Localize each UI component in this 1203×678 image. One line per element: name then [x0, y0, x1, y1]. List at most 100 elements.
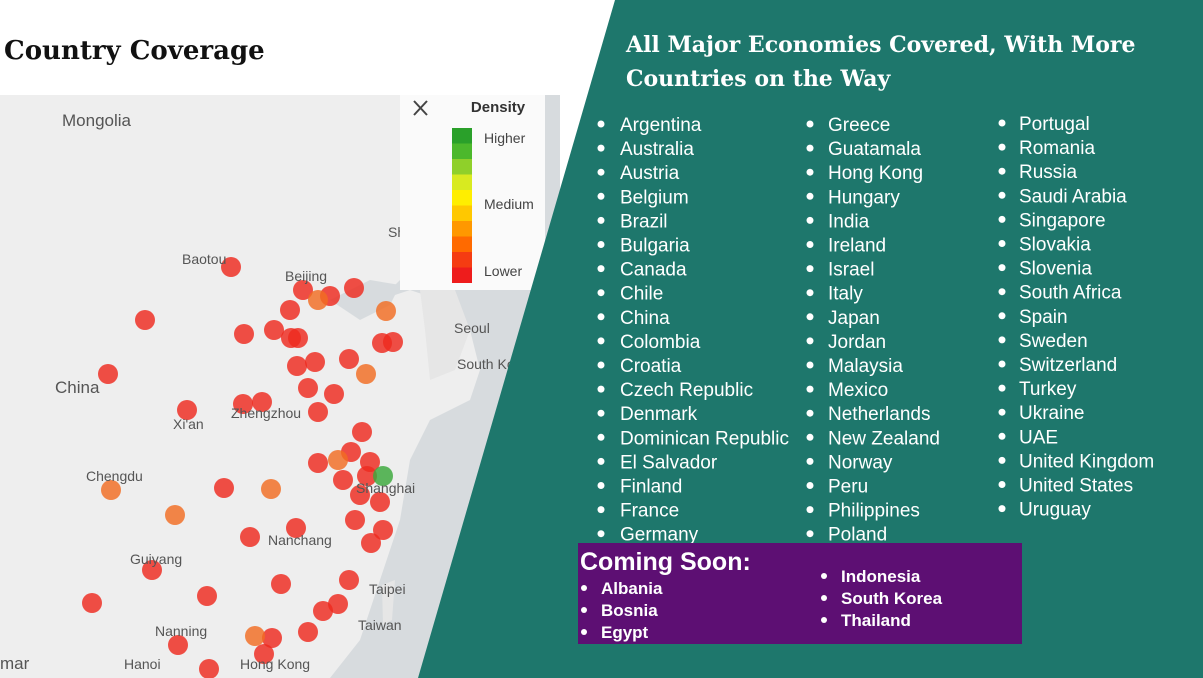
bullet — [998, 167, 1006, 175]
bullet — [806, 144, 814, 152]
country-lists: Argentina Australia Austria Belgium Brazil Bu… — [597, 114, 1154, 546]
country-item: Portugal — [1019, 114, 1090, 135]
bullet — [597, 409, 605, 417]
bullet — [581, 607, 587, 613]
map-dot — [298, 378, 318, 398]
bullet — [998, 505, 1006, 513]
map-dot — [165, 505, 185, 525]
map-label: Nanning — [155, 623, 207, 639]
bullet — [597, 192, 605, 200]
bullet — [998, 384, 1006, 392]
bullet — [597, 265, 605, 273]
bullet — [806, 433, 814, 441]
bullet — [806, 385, 814, 393]
map-dot — [281, 328, 301, 348]
country-item: Russia — [1019, 162, 1078, 183]
country-item: El Salvador — [620, 452, 718, 473]
bullet — [998, 360, 1006, 368]
legend-label: Medium — [484, 196, 534, 212]
map-dot — [308, 402, 328, 422]
map-dot — [328, 594, 348, 614]
country-item: Jordan — [828, 332, 886, 353]
bullet — [597, 168, 605, 176]
map-dot — [305, 352, 325, 372]
country-item: France — [620, 501, 679, 522]
map-dot — [221, 257, 241, 277]
map-dot — [324, 384, 344, 404]
country-item: Colombia — [620, 332, 701, 353]
bullet — [806, 313, 814, 321]
map-label: Chengdu — [86, 468, 143, 484]
map-dot — [264, 320, 284, 340]
bullet — [597, 120, 605, 128]
map-dot — [313, 601, 333, 621]
bullet — [597, 313, 605, 321]
map-label: Shanghai — [356, 480, 415, 496]
bullet — [998, 456, 1006, 464]
map-dot — [356, 364, 376, 384]
bullet — [581, 629, 587, 635]
legend: Density Higher Medium Lower — [400, 95, 545, 290]
country-item: Poland — [828, 525, 887, 546]
map-dot — [298, 622, 318, 642]
legend-ramp — [452, 128, 472, 283]
coming-soon-item: Indonesia — [841, 567, 921, 586]
map-dot — [280, 300, 300, 320]
bullet — [998, 432, 1006, 440]
bullet — [597, 337, 605, 345]
map-label: Guiyang — [130, 551, 182, 567]
map-dot — [168, 635, 188, 655]
close-icon[interactable] — [413, 100, 428, 116]
country-item: Uruguay — [1019, 500, 1091, 521]
country-item: Croatia — [620, 356, 682, 377]
legend-swatch — [452, 128, 472, 144]
map-label: Beijing — [285, 268, 327, 284]
map-dot — [328, 450, 348, 470]
coming-soon-item: Bosnia — [601, 601, 658, 620]
coming-soon-item: Egypt — [601, 623, 649, 642]
bullet — [998, 119, 1006, 127]
country-item: China — [620, 308, 670, 329]
bullet — [998, 191, 1006, 199]
bullet — [806, 361, 814, 369]
bullet — [998, 240, 1006, 247]
map-dot — [252, 392, 272, 412]
legend-swatch — [452, 236, 472, 252]
map-dot — [344, 278, 364, 298]
country-item: Brazil — [620, 211, 668, 232]
map-dot — [357, 466, 377, 486]
country-item: Ukraine — [1019, 403, 1084, 424]
bullet — [581, 585, 587, 591]
coming-soon-box — [578, 543, 1022, 644]
map-dot — [345, 510, 365, 530]
map-label: South Kor — [457, 356, 520, 372]
map-label: Mongolia — [62, 111, 132, 130]
map-korea — [420, 290, 470, 380]
map-dot — [233, 394, 253, 414]
coming-soon-item: Albania — [601, 579, 663, 598]
country-item: Guatamala — [828, 139, 921, 160]
bullet — [821, 617, 827, 623]
map-dot — [245, 626, 265, 646]
map-dot — [350, 485, 370, 505]
legend-label: Higher — [484, 130, 526, 146]
coming-soon-item: Thailand — [841, 611, 911, 630]
map-dot — [234, 324, 254, 344]
map-label: mar — [0, 654, 30, 673]
bullet — [597, 289, 605, 297]
bullet — [998, 264, 1006, 272]
legend-swatch — [452, 205, 472, 221]
map-label: Taipei — [369, 581, 406, 597]
bullet — [998, 143, 1006, 151]
map-taiwan — [382, 580, 395, 625]
country-item: Romania — [1019, 138, 1095, 159]
country-item: South Africa — [1019, 283, 1122, 304]
country-item: Greece — [828, 115, 890, 136]
bullet — [998, 336, 1006, 344]
bullet — [806, 337, 814, 345]
map-dot — [254, 644, 274, 664]
bullet — [597, 482, 605, 489]
country-item: Israel — [828, 260, 874, 281]
coming-soon-item: South Korea — [841, 589, 943, 608]
